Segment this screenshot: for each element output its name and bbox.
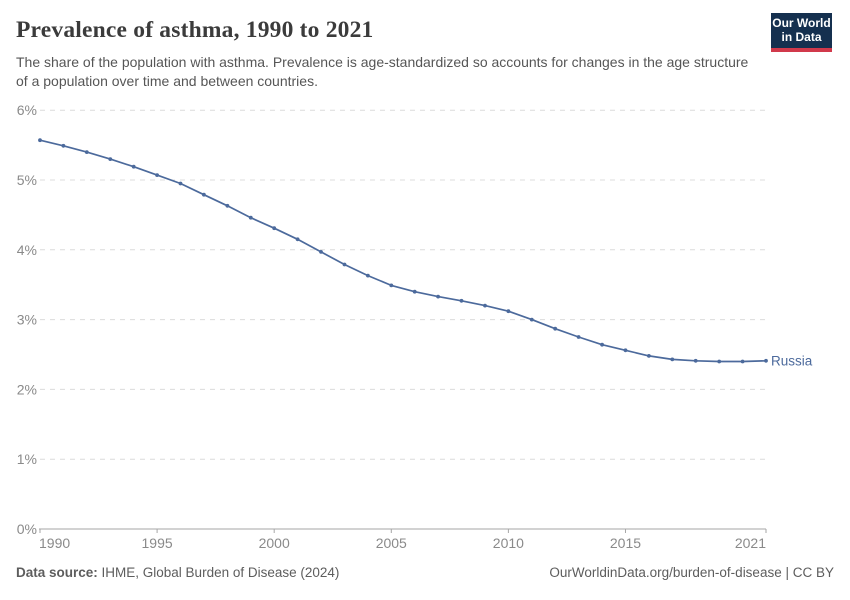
y-axis-label: 5% [17, 172, 37, 188]
y-axis-label: 2% [17, 381, 37, 397]
data-point[interactable] [295, 237, 300, 242]
data-line-russia[interactable] [39, 139, 767, 363]
data-point[interactable] [693, 358, 698, 363]
data-point[interactable] [670, 357, 675, 362]
data-point[interactable] [366, 273, 370, 278]
data-source-value: IHME, Global Burden of Disease (2024) [97, 565, 340, 580]
y-axis-label: 6% [17, 102, 37, 118]
chart-header: Prevalence of asthma, 1990 to 2021 The s… [16, 17, 756, 91]
x-axis-label: 2005 [376, 535, 407, 551]
data-point[interactable] [553, 326, 558, 331]
data-point[interactable] [342, 262, 347, 267]
chart-footer: Data source: IHME, Global Burden of Dise… [0, 565, 850, 580]
x-axis-label: 2010 [493, 535, 524, 551]
owid-logo[interactable]: Our World in Data [771, 13, 832, 52]
data-point[interactable] [717, 359, 722, 364]
x-axis-label: 1990 [39, 535, 70, 551]
data-point[interactable] [131, 164, 136, 169]
data-point[interactable] [225, 203, 230, 208]
data-point[interactable] [623, 348, 628, 353]
data-point[interactable] [108, 157, 113, 162]
data-point[interactable] [647, 354, 651, 358]
data-source-label: Data source: [16, 565, 98, 580]
y-axis-label: 0% [17, 521, 37, 537]
data-point[interactable] [740, 359, 745, 364]
data-point[interactable] [436, 294, 440, 299]
data-point[interactable] [178, 181, 183, 186]
owid-logo-line2: in Data [781, 29, 822, 44]
data-point[interactable] [84, 150, 89, 155]
y-axis-label: 1% [17, 451, 37, 467]
data-point[interactable] [600, 342, 604, 347]
data-point[interactable] [483, 303, 487, 308]
x-axis-label: 1995 [142, 535, 173, 551]
data-point[interactable] [248, 215, 253, 220]
data-point[interactable] [576, 335, 581, 339]
series-label-russia[interactable]: Russia [771, 353, 813, 368]
owid-logo-line1: Our World [772, 16, 831, 30]
chart-subtitle: The share of the population with asthma.… [16, 54, 749, 89]
page-title: Prevalence of asthma, 1990 to 2021 [16, 17, 374, 43]
y-axis-label: 3% [17, 312, 37, 328]
x-axis-label: 2021 [735, 535, 766, 551]
attribution-link[interactable]: OurWorldinData.org/burden-of-disease [549, 565, 782, 580]
data-point[interactable] [389, 283, 394, 288]
attribution-license: | CC BY [781, 565, 834, 580]
data-point[interactable] [764, 358, 768, 363]
data-point[interactable] [61, 143, 66, 148]
y-axis-label: 4% [17, 242, 37, 258]
data-point[interactable] [202, 192, 206, 197]
data-point[interactable] [319, 250, 323, 254]
data-point[interactable] [529, 317, 534, 322]
data-source-note: Data source: IHME, Global Burden of Dise… [16, 565, 339, 580]
attribution: OurWorldinData.org/burden-of-disease | C… [549, 565, 834, 580]
x-axis-label: 2000 [259, 535, 290, 551]
data-point[interactable] [155, 173, 160, 178]
data-point[interactable] [38, 138, 42, 143]
data-point[interactable] [506, 309, 511, 314]
data-point[interactable] [412, 289, 417, 294]
data-point[interactable] [459, 298, 464, 303]
data-point[interactable] [272, 226, 277, 231]
x-axis-label: 2015 [610, 535, 641, 551]
